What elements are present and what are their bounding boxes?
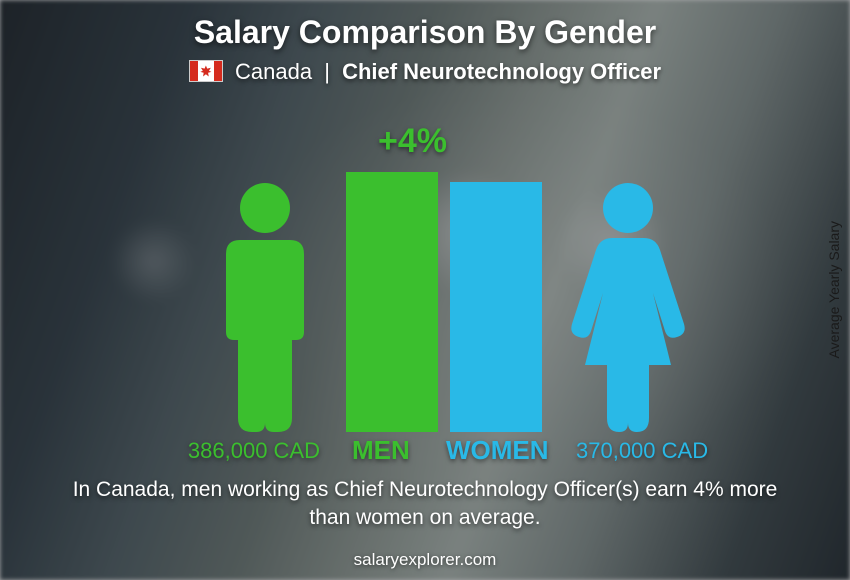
- y-axis-label: Average Yearly Salary: [826, 221, 842, 359]
- caption-text: In Canada, men working as Chief Neurotec…: [60, 476, 790, 533]
- male-figure-icon: [210, 182, 320, 432]
- chart-area: +4% MEN WOMEN 386,000 CAD 370,000 CAD: [0, 140, 850, 470]
- women-salary-label: 370,000 CAD: [576, 438, 708, 464]
- y-axis-label-wrap: Average Yearly Salary: [824, 0, 844, 580]
- men-salary-label: 386,000 CAD: [130, 438, 320, 464]
- percent-diff-label: +4%: [378, 122, 447, 161]
- female-head: [603, 183, 653, 233]
- job-title-label: Chief Neurotechnology Officer: [342, 59, 661, 84]
- men-label: MEN: [352, 435, 410, 466]
- canada-flag-icon: [189, 60, 223, 82]
- male-body: [226, 240, 304, 432]
- country-label: Canada: [235, 59, 312, 84]
- subtitle: Canada | Chief Neurotechnology Officer: [0, 59, 850, 85]
- female-figure-icon: [568, 182, 688, 432]
- women-label: WOMEN: [446, 435, 549, 466]
- female-body: [571, 238, 684, 432]
- page-title: Salary Comparison By Gender: [0, 0, 850, 51]
- men-bar: [346, 172, 438, 432]
- women-bar: [450, 182, 542, 432]
- male-head: [240, 183, 290, 233]
- separator: |: [324, 59, 330, 84]
- infographic-content: Salary Comparison By Gender Canada | Chi…: [0, 0, 850, 580]
- footer-source: salaryexplorer.com: [0, 550, 850, 570]
